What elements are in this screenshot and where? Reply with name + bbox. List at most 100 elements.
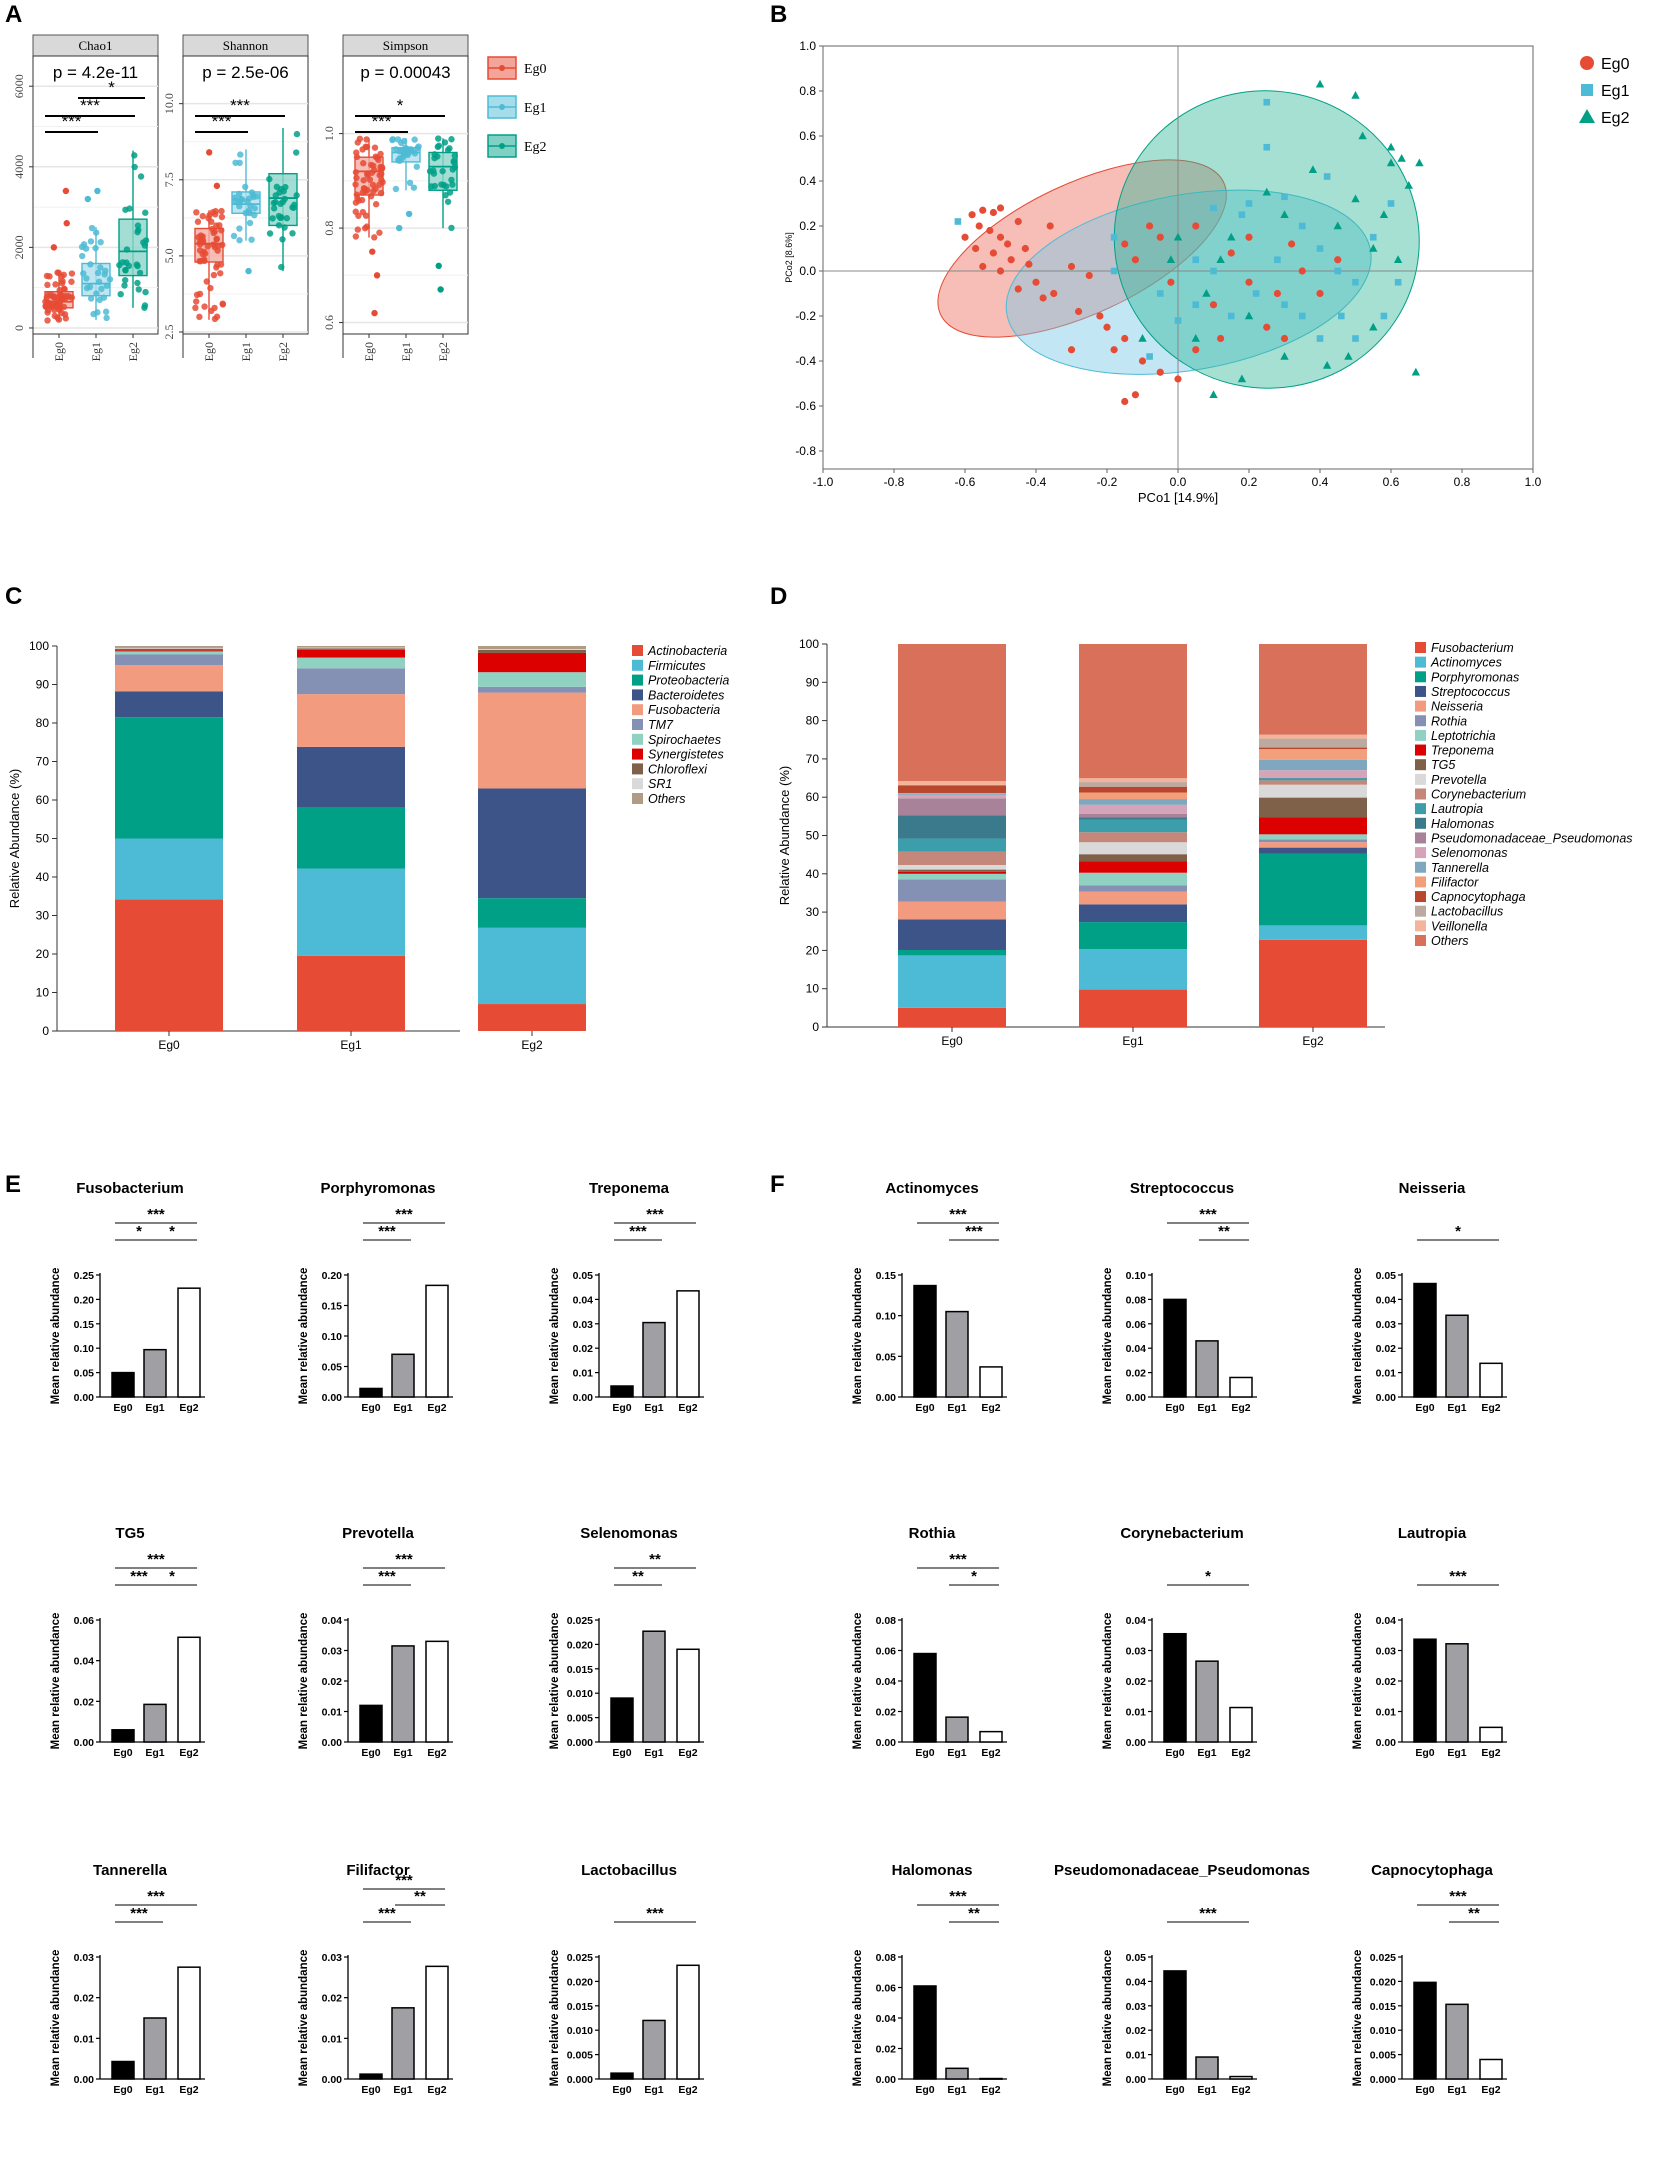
y-tick-label: 0.010 [1370,2025,1396,2037]
y-tick-label: 0.01 [573,1368,594,1380]
data-point [87,261,94,268]
bar-segment-spirochaetes [297,657,405,669]
y-tick-label: 0.00 [322,1392,343,1404]
data-point [446,145,453,152]
y-axis-label: Mean relative abundance [549,1950,561,2087]
point-eg0 [1192,222,1200,230]
data-point [213,236,220,243]
outlier-point [84,195,92,203]
x-tick-label: 0.4 [1312,475,1329,489]
significance-label: *** [212,112,232,131]
point-eg0 [1156,233,1164,241]
x-tick-label: Eg2 [126,342,140,361]
bar-chart-streptococcus: Streptococcus 0.00 0.02 0.04 0.06 0.08 0.10 Mea… [1102,1180,1257,1414]
panel-c-phylum-abundance: 0 10 20 30 40 50 60 70 80 90 100 Relative Abundance… [7,639,729,1052]
x-tick-label: Eg0 [1415,2084,1434,2096]
significance-label: *** [395,1551,413,1568]
bar-eg2 [177,1966,201,2080]
y-tick-label: 4000 [12,155,26,179]
point-eg1 [1387,200,1395,207]
bar-chart-filifactor: Filifactor 0.00 0.01 0.02 0.03 Mean relative … [298,1862,453,2096]
bar-eg1 [1195,1660,1219,1743]
bar-segment-tg5 [1079,854,1187,862]
point-eg2 [1216,255,1225,263]
chart-title: Lactobacillus [581,1862,677,1879]
bar-eg0 [1163,1298,1187,1398]
y-tick-label: 0.00 [573,1392,594,1404]
legend-label: Bacteroidetes [648,688,724,702]
legend-label: Lactobacillus [1431,905,1503,919]
data-point [450,159,458,166]
y-tick-label: 60 [36,793,50,807]
y-tick-label: 0.03 [1126,2001,1147,2013]
bar-segment-spirochaetes [478,672,586,687]
data-point [123,246,131,253]
data-point [360,177,367,184]
point-eg2 [1237,374,1247,383]
y-tick-label: 0.06 [74,1615,95,1627]
significance-label: *** [646,1206,664,1223]
y-tick-label: 0.05 [573,1270,594,1282]
bar-segment-leptotrichia [1259,834,1367,840]
bar-chart-neisseria: Neisseria 0.00 0.01 0.02 0.03 0.04 0.05 Mean re… [1352,1180,1507,1414]
bar-eg2 [177,1636,201,1743]
bar-eg0 [913,1284,937,1398]
legend-key [1415,803,1426,815]
data-point [248,236,255,243]
y-tick-label: 50 [36,832,50,846]
panel-d-genus-abundance: 0 10 20 30 40 50 60 70 80 90 100 Relative Abundance… [777,637,1633,1048]
point-eg1 [954,218,962,225]
bar-segment-capnocytophaga [898,785,1006,793]
point-eg0 [1121,397,1129,406]
point-eg2 [1202,289,1211,297]
x-tick-label: Eg1 [947,1747,966,1759]
data-point [87,238,95,245]
data-point [88,224,96,232]
y-tick-label: 0.00 [322,2074,343,2086]
data-point [396,155,403,162]
data-point [142,237,150,244]
data-point [54,269,61,276]
y-tick-label: 0.08 [876,1615,897,1627]
point-eg2 [1244,311,1254,320]
data-point [354,139,361,146]
bar-segment-tannerella [1079,799,1187,805]
chart-title: Treponema [589,1180,670,1197]
data-point [242,209,249,217]
significance-label: *** [949,1206,967,1223]
data-point [272,192,279,199]
y-tick-label: 0.10 [322,1331,343,1343]
legend-label: Rothia [1431,714,1467,728]
data-point [293,149,300,156]
point-eg1 [1210,267,1217,275]
data-point [44,309,51,316]
y-tick-label: 10 [806,982,820,996]
y-tick-label: 0.01 [1126,1707,1147,1719]
bar-segment-rothia [898,879,1006,902]
y-tick-label: 0.020 [1370,1976,1396,1988]
x-tick-label: -0.6 [955,475,976,489]
y-tick-label: 0.00 [1376,1737,1397,1749]
bar-chart-selenomonas: Selenomonas 0.000 0.005 0.010 0.015 0.020 0.02… [549,1525,704,1759]
data-point [413,163,421,170]
legend-key [632,704,643,716]
data-point [193,298,200,305]
bar-eg0 [111,2060,135,2080]
data-point [371,144,379,151]
y-tick-label: 80 [36,716,50,730]
panel-e-increased-genera: Fusobacterium 0.00 0.05 0.10 0.15 0.20 0.25 Mea… [50,1180,704,2096]
chart-title: Prevotella [342,1525,414,1542]
x-tick-label: Eg2 [678,1402,697,1414]
bar-segment-fusobacterium [1259,939,1367,1027]
y-tick-label: 1.0 [322,126,336,141]
bar-segment-others [297,646,405,648]
data-point [431,154,438,162]
y-tick-label: 0.04 [322,1615,343,1627]
point-eg2 [1191,334,1200,342]
x-tick-label: Eg2 [179,1747,198,1759]
data-point [60,303,68,311]
data-point [121,276,129,284]
bar-segment-treponema [1259,817,1367,835]
x-tick-label: Eg2 [427,1402,446,1414]
y-tick-label: 0.04 [1376,1294,1397,1306]
